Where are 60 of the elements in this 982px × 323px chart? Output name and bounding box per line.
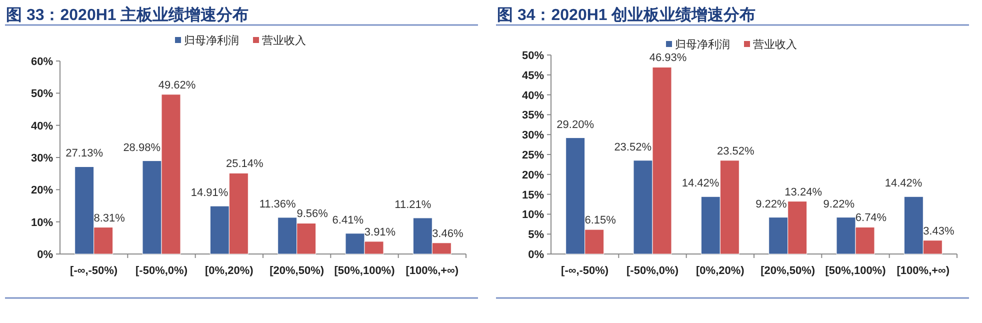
y-tick-label: 50% — [522, 50, 544, 62]
x-tick-label: [50%,100%) — [334, 265, 396, 277]
data-label: 9.56% — [296, 208, 328, 220]
y-tick-label: 20% — [522, 169, 544, 182]
x-tick-label: [-∞,-50%) — [70, 265, 118, 277]
y-tick-label: 50% — [30, 88, 54, 100]
y-tick-label: 60% — [30, 56, 54, 68]
data-label: 11.21% — [394, 198, 432, 211]
data-label: 13.24% — [784, 186, 822, 198]
y-tick-label: 15% — [522, 189, 544, 202]
chart-title: 图 34：2020H1 创业板业绩增速分布 — [497, 6, 756, 24]
x-tick-label: [-50%,0%) — [626, 265, 679, 277]
y-tick-label: 0% — [37, 249, 54, 261]
y-tick-label: 35% — [522, 110, 544, 122]
data-label: 11.36% — [259, 198, 296, 210]
chart-title: 图 33：2020H1 主板业绩增速分布 — [6, 5, 249, 24]
data-label: 23.52% — [614, 141, 652, 154]
data-label: 29.20% — [556, 118, 594, 131]
x-tick-label: [100%,+∞) — [406, 265, 459, 277]
y-tick-label: 10% — [522, 209, 544, 222]
data-label: 23.52% — [717, 145, 755, 158]
x-tick-label: [20%,50%) — [270, 265, 324, 277]
y-tick-label: 40% — [522, 90, 544, 102]
x-tick-label: [0%,20%) — [696, 265, 745, 277]
data-label: 6.74% — [855, 212, 887, 224]
y-tick-label: 30% — [30, 152, 54, 164]
y-tick-label: 30% — [522, 130, 544, 142]
x-tick-label: [0%,20%) — [205, 265, 254, 277]
data-label: 49.62% — [158, 79, 196, 92]
data-label: 3.46% — [432, 228, 464, 240]
y-tick-label: 0% — [528, 249, 544, 261]
legend-label: 营业收入 — [262, 34, 306, 47]
y-tick-label: 5% — [528, 229, 544, 242]
x-tick-label: [-50%,0%) — [136, 265, 188, 277]
x-tick-label: [-∞,-50%) — [561, 265, 609, 277]
data-label: 9.22% — [756, 198, 788, 210]
x-tick-label: [100%,+∞) — [896, 265, 950, 277]
data-label: 3.91% — [364, 226, 396, 238]
data-label: 46.93% — [649, 52, 687, 64]
y-tick-label: 10% — [30, 216, 54, 229]
legend-label: 归母净利润 — [675, 38, 730, 51]
data-label: 6.15% — [584, 214, 616, 227]
legend-label: 营业收入 — [753, 38, 797, 51]
data-label: 8.31% — [94, 212, 126, 224]
data-label: 25.14% — [226, 158, 264, 170]
y-tick-label: 25% — [522, 150, 544, 162]
data-label: 6.41% — [332, 214, 364, 226]
y-tick-label: 20% — [30, 184, 54, 197]
data-label: 3.43% — [923, 225, 954, 238]
data-label: 14.91% — [190, 187, 228, 200]
data-label: 27.13% — [66, 148, 104, 160]
data-label: 14.42% — [884, 178, 922, 190]
legend-label: 归母净利润 — [184, 34, 239, 47]
data-label: 28.98% — [123, 142, 161, 154]
x-tick-label: [50%,100%) — [825, 265, 886, 277]
y-tick-label: 45% — [522, 70, 544, 82]
y-tick-label: 40% — [30, 120, 54, 132]
x-tick-label: [20%,50%) — [760, 265, 816, 277]
data-label: 9.22% — [823, 198, 855, 210]
data-label: 14.42% — [682, 178, 720, 190]
